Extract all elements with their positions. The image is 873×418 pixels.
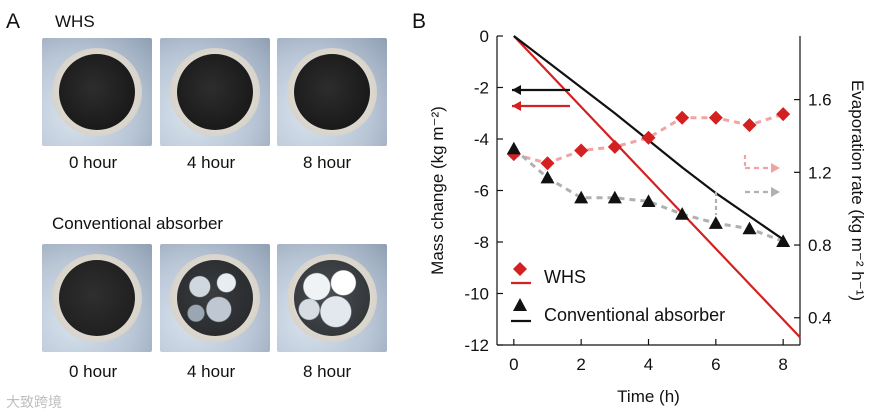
conventional-absorber-label: Conventional absorber: [52, 214, 224, 233]
conventional-rate-point-6: [708, 216, 723, 229]
conventional-caption-0h: 0 hour: [69, 362, 118, 381]
legend-conventional-label: Conventional absorber: [544, 305, 725, 325]
whs-rate-point-3: [607, 139, 622, 154]
whs-label: WHS: [55, 12, 95, 31]
whs-photo-4h: [160, 38, 270, 146]
y-left-tick-label-2: -4: [474, 130, 489, 149]
y-left-tick-label-0: 0: [480, 27, 489, 46]
panel-a-letter: A: [6, 10, 21, 33]
whs-evaporation-trend: [513, 112, 784, 165]
x-axis-label: Time (h): [617, 387, 680, 406]
whs-rate-point-1: [540, 156, 555, 171]
whs-caption-0h: 0 hour: [69, 153, 118, 172]
y-right-tick-label-2: 1.2: [808, 163, 832, 182]
conventional-caption-4h: 4 hour: [187, 362, 236, 381]
rate-axis-arrow-conventional-head: [771, 187, 780, 197]
y-left-tick-label-6: -12: [464, 336, 489, 355]
x-tick-label-3: 6: [711, 355, 720, 374]
conventional-rate-point-1: [540, 170, 555, 184]
y-left-tick-label-1: -2: [474, 79, 489, 98]
whs-rate-point-7: [742, 118, 757, 133]
watermark-text: 大致跨境: [6, 394, 62, 410]
whs-rate-point-0: [506, 147, 521, 162]
conventional-rate-point-3: [607, 190, 622, 204]
conventional-photo-8h: [277, 244, 387, 352]
x-tick-label-1: 2: [576, 355, 585, 374]
legend-whs-label: WHS: [544, 267, 586, 287]
whs-photo-8h: [277, 38, 387, 146]
conventional-photo-4h: [160, 244, 270, 352]
whs-mass-change-line: [513, 35, 801, 339]
y-left-tick-label-3: -6: [474, 182, 489, 201]
conventional-caption-8h: 8 hour: [303, 362, 352, 381]
x-tick-label-4: 8: [778, 355, 787, 374]
whs-rate-point-4: [641, 130, 656, 145]
y-right-axis-label: Evaporation rate (kg m⁻² h⁻¹): [848, 80, 867, 301]
y-left-axis-label: Mass change (kg m⁻²): [428, 106, 447, 275]
panel-b-letter: B: [412, 10, 427, 33]
y-right-tick-label-0: 0.4: [808, 309, 832, 328]
whs-caption-8h: 8 hour: [303, 153, 352, 172]
conventional-rate-point-8: [776, 234, 791, 247]
conventional-mass-change-line: [513, 35, 784, 241]
conventional-photo-0h: [42, 244, 152, 352]
whs-rate-point-5: [675, 110, 690, 125]
rate-axis-arrow-whs-head: [771, 163, 780, 173]
conventional-rate-point-2: [574, 190, 589, 204]
whs-caption-4h: 4 hour: [187, 153, 236, 172]
y-right-tick-label-1: 0.8: [808, 236, 832, 255]
whs-rate-point-6: [708, 110, 723, 125]
legend-whs-marker: [513, 262, 527, 276]
conventional-rate-point-5: [675, 207, 690, 220]
x-tick-label-2: 4: [644, 355, 653, 374]
whs-rate-point-2: [574, 143, 589, 158]
y-left-tick-label-5: -10: [464, 285, 489, 304]
y-left-tick-label-4: -8: [474, 233, 489, 252]
mass-axis-arrow-black-head: [512, 85, 521, 95]
conventional-rate-point-4: [641, 194, 656, 208]
conventional-rate-point-0: [506, 141, 521, 155]
y-right-tick-label-3: 1.6: [808, 91, 832, 110]
x-tick-label-0: 0: [509, 355, 518, 374]
mass-axis-arrow-red-head: [512, 101, 521, 111]
whs-rate-point-8: [776, 107, 791, 122]
conventional-evaporation-trend: [512, 147, 784, 243]
legend-conventional-marker: [513, 298, 527, 311]
conventional-rate-point-7: [742, 221, 757, 235]
whs-photo-0h: [42, 38, 152, 146]
